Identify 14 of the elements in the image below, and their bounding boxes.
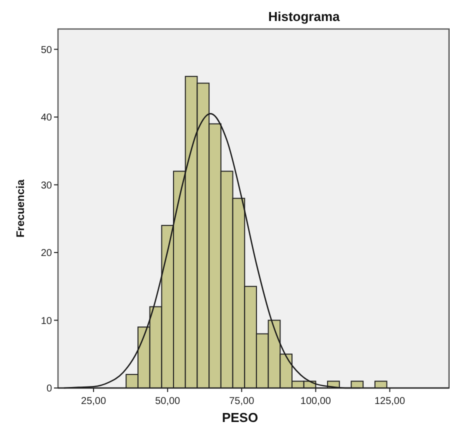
- x-tick-label: 50,00: [155, 396, 181, 407]
- y-tick-label: 30: [40, 180, 52, 192]
- y-tick-label: 10: [40, 316, 52, 327]
- x-tick-label: 25,00: [81, 396, 106, 407]
- x-tick-label: 75,00: [229, 396, 255, 407]
- y-tick-label: 0: [46, 384, 52, 394]
- chart-title: Histograma: [268, 9, 341, 24]
- x-tick-label: 125,00: [374, 396, 406, 407]
- x-axis-title: PESO: [222, 410, 258, 425]
- y-tick-label: 50: [40, 44, 52, 56]
- y-tick-label: 20: [40, 248, 52, 260]
- y-axis-title: Frecuencia: [15, 178, 27, 238]
- y-tick-label: 40: [40, 112, 52, 124]
- x-tick-label: 100,00: [300, 396, 332, 407]
